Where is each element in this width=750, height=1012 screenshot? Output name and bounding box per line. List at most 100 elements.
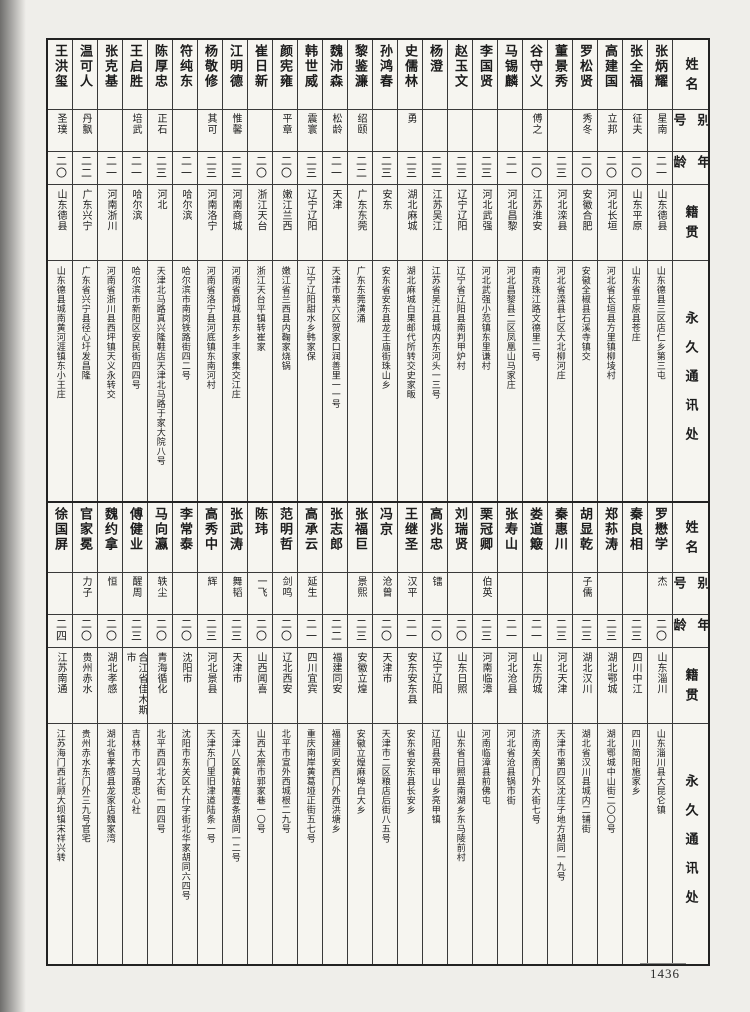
person-column: 张寿山 二一 河北沧县 河北省沧县锅市街 — [497, 503, 522, 964]
person-alias-text: 一飞 — [255, 576, 266, 598]
person-alias — [248, 110, 272, 152]
person-alias: 沧曾 — [373, 573, 397, 615]
person-alias: 丹飘 — [73, 110, 97, 152]
person-age-text: 二〇 — [529, 155, 542, 179]
person-alias: 惟馨 — [223, 110, 247, 152]
person-address-text: 山东德县城南黄河涯镇东小王庄 — [55, 266, 66, 399]
person-age: 二〇 — [148, 615, 172, 648]
person-alias — [548, 110, 572, 152]
person-age-text: 二三 — [579, 618, 592, 642]
person-name: 陈厚忠 — [148, 40, 172, 110]
person-address: 四川简阳施家乡 — [623, 724, 647, 964]
person-column: 张炳耀 星南 二一 山东德县 山东德县三区店仁乡第三屯 — [647, 40, 672, 501]
person-column: 陈玮 一飞 二〇 山西闻喜 山西太原市郭家巷一〇号 — [247, 503, 272, 964]
person-native-text: 河北天津 — [555, 652, 566, 694]
person-age: 二〇 — [98, 615, 122, 648]
person-column: 韩世威 震寰 二三 辽宁辽阳 辽宁辽阳甜水乡韩家保 — [297, 40, 322, 501]
person-native-text: 天津 — [330, 189, 341, 210]
person-age-text: 二一 — [104, 155, 117, 179]
person-alias: 杰 — [648, 573, 672, 615]
person-alias — [598, 573, 622, 615]
person-age: 二〇 — [523, 152, 547, 185]
person-native: 辽宁辽阳 — [448, 185, 472, 261]
person-address: 湖北麻城白果邮代所转交史家畈 — [398, 261, 422, 501]
person-native: 河北长垣 — [598, 185, 622, 261]
person-address: 辽宁省辽阳县南判甲炉村 — [448, 261, 472, 501]
person-native: 安徽合肥 — [573, 185, 597, 261]
person-name: 王启胜 — [123, 40, 147, 110]
person-name: 刘瑞贤 — [448, 503, 472, 573]
person-address: 山西太原市郭家巷一〇号 — [248, 724, 272, 964]
person-age-text: 二一 — [504, 155, 517, 179]
person-name-text: 史儒林 — [403, 44, 418, 89]
person-name-text: 官家冕 — [78, 507, 93, 552]
person-name: 高承云 — [298, 503, 322, 573]
person-address-text: 河南省洛宁县河底镇东南河村 — [205, 266, 216, 390]
person-age-text: 二三 — [229, 618, 242, 642]
book-gutter-shadow — [0, 0, 26, 1012]
person-name: 符纯东 — [173, 40, 197, 110]
person-name-text: 胡显乾 — [578, 507, 593, 552]
person-name-text: 王启胜 — [128, 44, 143, 89]
person-column: 赵玉文 二三 辽宁辽阳 辽宁省辽阳县南判甲炉村 — [447, 40, 472, 501]
person-column: 高秀中辉二三 河北景县 天津东门里旧津道陆条一号 — [197, 503, 222, 964]
person-name: 董景秀 — [548, 40, 572, 110]
person-age: 二三 — [548, 615, 572, 648]
person-native: 广东东莞 — [348, 185, 372, 261]
person-alias: 子儒 — [573, 573, 597, 615]
person-alias-text: 傅之 — [530, 113, 541, 135]
person-alias: 力子 — [73, 573, 97, 615]
person-age: 二四 — [48, 615, 72, 648]
person-name-text: 傅健业 — [128, 507, 143, 552]
person-native-text: 辽宁辽阳 — [430, 652, 441, 694]
person-age-text: 二〇 — [629, 155, 642, 179]
person-alias-text: 杰 — [655, 576, 666, 587]
person-name-text: 马向瀛 — [153, 507, 168, 552]
person-native: 山东德县 — [48, 185, 72, 261]
person-address: 吉林市大马路忠心社 — [123, 724, 147, 964]
person-address: 安东省安东县长安乡 — [398, 724, 422, 964]
person-native-text: 辽宁辽阳 — [305, 189, 316, 231]
person-address-text: 河北省滦县七区大北柳河庄 — [555, 266, 566, 380]
person-native-text: 江苏南通 — [55, 652, 66, 694]
page-number: 1436 — [640, 963, 686, 981]
header-native-text: 籍贯 — [683, 204, 699, 245]
person-name: 傅健业 — [123, 503, 147, 573]
header-native: 籍贯 — [673, 648, 708, 724]
person-native: 安徽立煌 — [348, 648, 372, 724]
person-name: 高秀中 — [198, 503, 222, 573]
person-column: 王继圣 汉平 二一 安东安东县 安东省安东县长安乡 — [397, 503, 422, 964]
person-alias: 醒周 — [123, 573, 147, 615]
person-native: 河南临漳 — [473, 648, 497, 724]
person-age: 二一 — [498, 152, 522, 185]
person-name-text: 秦惠川 — [553, 507, 568, 552]
person-name: 史儒林 — [398, 40, 422, 110]
person-age-text: 二三 — [204, 618, 217, 642]
person-native: 哈尔滨 — [173, 185, 197, 261]
person-alias-text: 震寰 — [305, 113, 316, 135]
person-age: 二三 — [373, 152, 397, 185]
person-address: 福建同安西门外西洪塘乡 — [323, 724, 347, 964]
person-age-text: 二三 — [554, 618, 567, 642]
person-alias — [373, 110, 397, 152]
person-name: 范明哲 — [273, 503, 297, 573]
person-alias-text: 景熙 — [355, 576, 366, 598]
person-address: 贵州赤水东门外三九号官宅 — [73, 724, 97, 964]
person-age-text: 二三 — [454, 155, 467, 179]
person-name-text: 张炳耀 — [653, 44, 668, 89]
person-alias — [173, 110, 197, 152]
person-native: 天津 — [323, 185, 347, 261]
person-column: 史儒林勇二三 湖北麻城 湖北麻城白果邮代所转交史家畈 — [397, 40, 422, 501]
header-age: 年龄 — [673, 152, 708, 185]
person-name-text: 杨敬修 — [203, 44, 218, 89]
header-alias-text: 别号 — [673, 576, 708, 596]
person-age-text: 二〇 — [579, 155, 592, 179]
person-alias — [48, 573, 72, 615]
person-column: 范明哲 剑鸣 二〇 辽北西安 北平市宣外西城根二九号 — [272, 503, 297, 964]
person-age: 二二 — [73, 152, 97, 185]
person-alias-text: 沧曾 — [380, 576, 391, 598]
header-address-text: 永久通讯处 — [683, 311, 699, 456]
person-age-text: 二一 — [304, 618, 317, 642]
person-address: 湖北鄂城中山街二〇〇号 — [598, 724, 622, 964]
person-native-text: 山东德县 — [55, 189, 66, 231]
